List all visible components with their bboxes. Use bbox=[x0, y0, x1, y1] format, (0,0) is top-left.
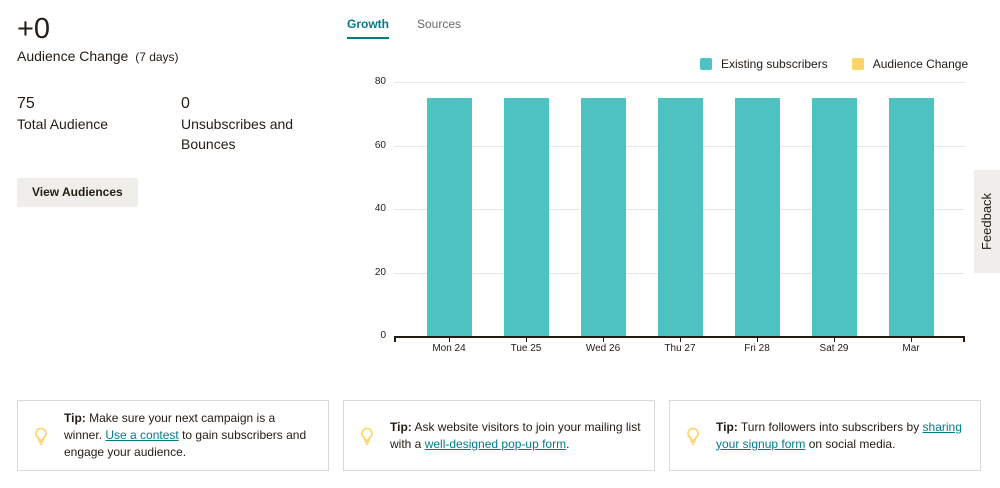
y-axis-label: 40 bbox=[374, 203, 386, 214]
bar-existing-subscribers[interactable] bbox=[426, 97, 472, 336]
y-axis-label: 0 bbox=[380, 330, 386, 341]
use-a-contest-link[interactable]: Use a contest bbox=[105, 428, 179, 442]
x-axis-label: Wed 26 bbox=[585, 343, 621, 354]
unsubscribes-label: Unsubscribes and Bounces bbox=[181, 116, 294, 152]
gridline bbox=[394, 82, 965, 83]
chart-legend: Existing subscribers Audience Change bbox=[700, 57, 968, 71]
x-axis-label: Thu 27 bbox=[664, 343, 696, 354]
audience-change-text: Audience Change bbox=[17, 48, 129, 64]
tip-card: Tip: Turn followers into subscribers by … bbox=[669, 400, 981, 471]
share-signup-form-link[interactable]: sharing your signup form bbox=[716, 419, 962, 451]
audience-change-label: Audience Change (7 days) bbox=[17, 48, 337, 64]
bar-existing-subscribers[interactable] bbox=[503, 97, 549, 336]
audience-change-period: (7 days) bbox=[135, 50, 179, 64]
x-axis-edge-tick bbox=[963, 336, 965, 342]
lightbulb-icon bbox=[687, 427, 699, 445]
x-axis bbox=[394, 336, 965, 338]
audience-change-value: +0 bbox=[17, 13, 51, 45]
legend-existing-subscribers[interactable]: Existing subscribers bbox=[700, 57, 828, 71]
total-audience-value: 75 bbox=[17, 95, 35, 112]
tip-text-after: . bbox=[566, 436, 570, 451]
tip-text: Tip: Make sure your next campaign is a w… bbox=[64, 410, 316, 461]
legend-audience-change[interactable]: Audience Change bbox=[851, 57, 969, 71]
legend-swatch-yellow bbox=[851, 58, 864, 70]
tip-prefix: Tip: bbox=[390, 419, 412, 434]
growth-bar-chart: 0 20 40 60 80 Mon 24 Tue 25 Wed 26 Thu 27 Fri 28 S… bbox=[360, 70, 980, 370]
tip-prefix: Tip: bbox=[716, 419, 738, 434]
tip-card: Tip: Make sure your next campaign is a w… bbox=[17, 400, 329, 471]
tips-row: Tip: Make sure your next campaign is a w… bbox=[17, 400, 981, 471]
tip-text-after: on social media. bbox=[805, 436, 896, 451]
y-axis-label: 80 bbox=[374, 76, 386, 87]
popup-form-link[interactable]: well-designed pop-up form bbox=[424, 436, 567, 451]
x-axis-label: Mar bbox=[902, 343, 920, 354]
lightbulb-icon bbox=[35, 427, 47, 445]
tip-text: Tip: Ask website visitors to join your m… bbox=[390, 419, 642, 453]
tab-sources[interactable]: Sources bbox=[417, 17, 462, 31]
total-audience-label: Total Audience bbox=[17, 116, 109, 132]
tab-growth[interactable]: Growth bbox=[347, 0, 389, 39]
feedback-button[interactable]: Feedback bbox=[974, 170, 1000, 273]
x-axis-tick bbox=[680, 338, 681, 342]
tip-text: Tip: Turn followers into subscribers by … bbox=[716, 419, 968, 453]
bar-existing-subscribers[interactable] bbox=[657, 97, 703, 336]
chart-tabs: Growth Sources bbox=[347, 0, 489, 39]
feedback-label: Feedback bbox=[979, 192, 995, 251]
x-axis-tick bbox=[449, 338, 450, 342]
legend-label: Existing subscribers bbox=[721, 57, 828, 71]
x-axis-tick bbox=[757, 338, 758, 342]
legend-swatch-teal bbox=[700, 58, 712, 70]
lightbulb-icon bbox=[361, 427, 373, 445]
x-axis-tick bbox=[526, 338, 527, 342]
tip-card: Tip: Ask website visitors to join your m… bbox=[343, 400, 655, 471]
stats-row: 75 Total Audience 0 Unsubscribes and Bou… bbox=[17, 94, 337, 154]
y-axis-label: 60 bbox=[374, 139, 386, 151]
total-audience-stat: 75 Total Audience bbox=[17, 94, 181, 154]
y-axis-label: 20 bbox=[374, 266, 386, 278]
tip-text-before: Turn followers into subscribers by bbox=[737, 419, 923, 434]
x-axis-label: Mon 24 bbox=[432, 343, 466, 354]
tip-text-before: Ask website visitors to join your mailin… bbox=[390, 419, 641, 451]
bar-existing-subscribers[interactable] bbox=[811, 97, 857, 336]
tip-text-after: to gain subscribers and engage your audi… bbox=[64, 428, 307, 459]
tip-text-before: Make sure your next campaign is a winner… bbox=[64, 411, 276, 442]
view-audiences-button[interactable]: View Audiences bbox=[17, 178, 138, 207]
legend-label: Audience Change bbox=[872, 57, 969, 71]
audience-summary: +0 Audience Change (7 days) 75 Total Aud… bbox=[17, 12, 337, 207]
bar-existing-subscribers[interactable] bbox=[888, 97, 934, 336]
x-axis-tick bbox=[603, 338, 604, 342]
x-axis-label: Tue 25 bbox=[510, 343, 542, 354]
bar-existing-subscribers[interactable] bbox=[734, 97, 780, 336]
x-axis-tick bbox=[834, 338, 835, 342]
x-axis-tick bbox=[911, 338, 912, 342]
unsubscribes-stat: 0 Unsubscribes and Bounces bbox=[181, 94, 321, 154]
tip-prefix: Tip: bbox=[64, 411, 86, 425]
unsubscribes-value: 0 bbox=[181, 95, 190, 112]
x-axis-edge-tick bbox=[394, 336, 396, 342]
bar-existing-subscribers[interactable] bbox=[580, 97, 626, 336]
x-axis-label: Sat 29 bbox=[819, 343, 849, 354]
x-axis-label: Fri 28 bbox=[744, 343, 770, 354]
